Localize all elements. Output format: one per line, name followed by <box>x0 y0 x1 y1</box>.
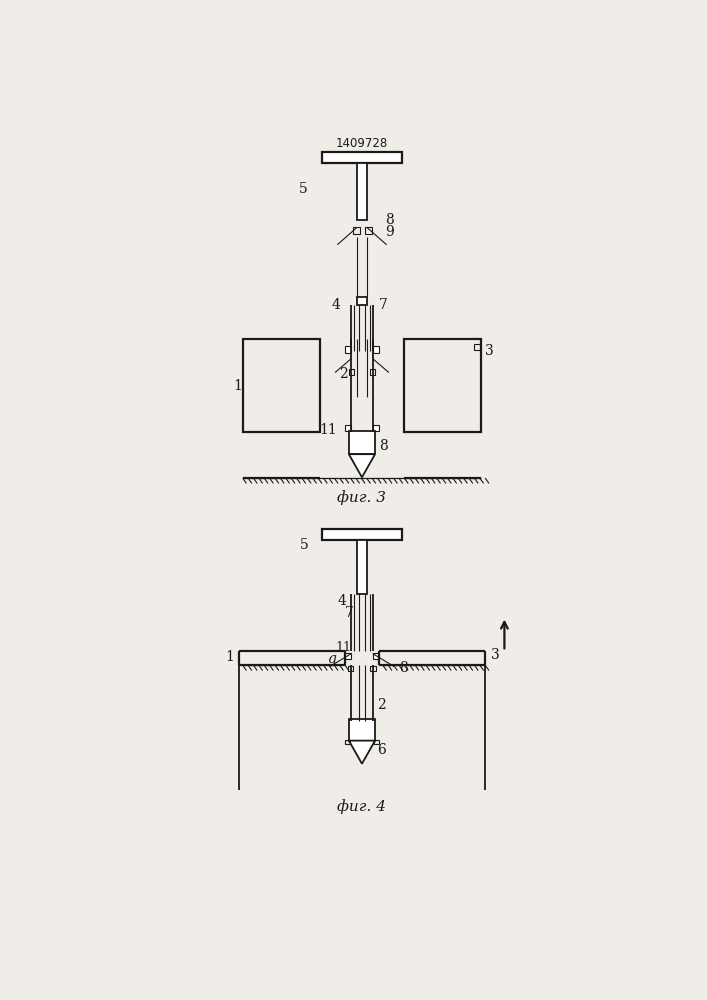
Text: 3: 3 <box>485 344 494 358</box>
Bar <box>349 431 375 454</box>
Bar <box>373 346 379 353</box>
Text: 3: 3 <box>491 648 500 662</box>
Bar <box>370 666 376 671</box>
Text: фиг. 4: фиг. 4 <box>337 799 387 814</box>
Bar <box>373 425 379 431</box>
Bar <box>365 227 372 234</box>
Text: 11: 11 <box>335 641 351 654</box>
Text: 7: 7 <box>379 298 387 312</box>
Text: фиг. 3: фиг. 3 <box>337 490 387 505</box>
Text: 1: 1 <box>233 379 243 393</box>
Bar <box>345 653 351 659</box>
Text: g: g <box>327 652 336 666</box>
Text: 6: 6 <box>378 743 386 757</box>
Bar <box>349 719 375 741</box>
Text: 1: 1 <box>225 650 234 664</box>
Bar <box>373 653 379 659</box>
Bar <box>404 339 481 432</box>
Bar <box>474 344 480 350</box>
Bar <box>345 425 351 431</box>
Bar <box>345 740 350 744</box>
Polygon shape <box>349 741 375 764</box>
Text: 7: 7 <box>345 606 354 620</box>
Bar <box>353 227 360 234</box>
Text: 4: 4 <box>337 594 346 608</box>
Text: 8: 8 <box>399 661 408 675</box>
Polygon shape <box>349 454 375 477</box>
Bar <box>345 346 351 353</box>
Text: 8: 8 <box>379 439 387 453</box>
Text: 4: 4 <box>331 298 340 312</box>
Text: 9: 9 <box>385 225 394 239</box>
Text: 11: 11 <box>320 423 337 437</box>
Bar <box>348 666 354 671</box>
Bar <box>374 740 379 744</box>
Text: 5: 5 <box>300 538 309 552</box>
Bar <box>322 152 402 163</box>
Text: 5: 5 <box>299 182 308 196</box>
Text: 2: 2 <box>339 367 348 381</box>
Bar <box>370 369 375 375</box>
Text: 1409728: 1409728 <box>336 137 388 150</box>
Bar <box>356 163 368 220</box>
Bar <box>322 529 402 540</box>
Bar <box>356 297 368 305</box>
Bar <box>349 369 354 375</box>
Bar <box>243 339 320 432</box>
Text: 8: 8 <box>385 213 394 227</box>
Text: 2: 2 <box>378 698 386 712</box>
Bar <box>356 540 368 594</box>
